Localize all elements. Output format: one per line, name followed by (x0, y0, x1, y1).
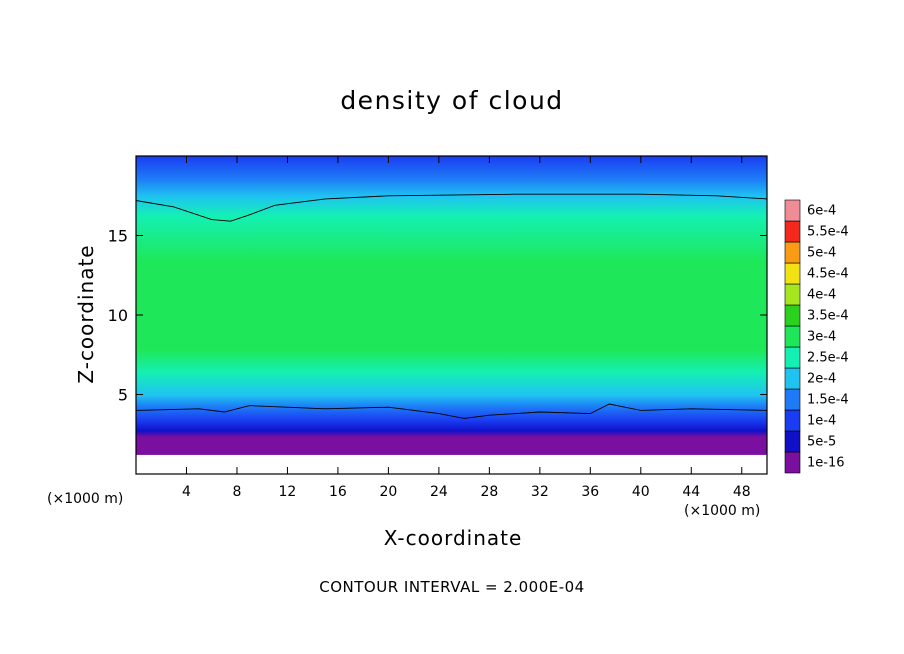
x-tick-label: 16 (329, 484, 347, 500)
colorbar-swatch (784, 409, 801, 432)
x-tick-label: 44 (682, 484, 700, 500)
y-tick-label: 5 (118, 386, 128, 405)
y-tick-label: 15 (108, 227, 128, 246)
x-tick-label: 20 (379, 484, 397, 500)
colorbar-swatch (784, 388, 801, 411)
x-tick-label: 24 (430, 484, 448, 500)
density-gradient (136, 156, 767, 455)
x-tick-label: 36 (581, 484, 599, 500)
colorbar-swatch (784, 199, 801, 222)
colorbar-swatch (784, 220, 801, 243)
y-tick-label: 10 (108, 306, 128, 325)
colorbar: 1e-16 5e-5 1e-4 1.5e-4 2e-4 2.5e-4 3e-4 3.5e-4 4… (784, 199, 849, 474)
colorbar-swatch (784, 283, 801, 306)
contour-lower (135, 403, 768, 419)
colorbar-label: 6e-4 (807, 204, 836, 219)
x-tick-label: 12 (279, 484, 297, 500)
chart-title: density of cloud (340, 86, 564, 115)
colorbar-label: 3.5e-4 (807, 309, 849, 324)
x-tick-label: 28 (480, 484, 498, 500)
colorbar-swatch (784, 346, 801, 369)
colorbar-label: 2.5e-4 (807, 351, 849, 366)
y-axis: 5 10 15 (108, 227, 767, 405)
colorbar-swatch (784, 262, 801, 285)
x-tick-label: 40 (632, 484, 650, 500)
x-axis-label: X-coordinate (383, 526, 523, 550)
colorbar-swatch (784, 304, 801, 327)
y-axis-label-text: Z-coordinate (74, 244, 98, 384)
colorbar-label: 1e-4 (807, 414, 836, 429)
x-tick-label: 4 (182, 484, 191, 500)
contour-lines (135, 193, 768, 419)
colorbar-label: 5e-4 (807, 246, 836, 261)
colorbar-label: 2e-4 (807, 372, 836, 387)
x-axis: 4 8 12 16 20 24 28 32 36 40 44 48 (182, 156, 751, 500)
contour-interval-note: CONTOUR INTERVAL = 2.000E-04 (319, 578, 585, 596)
colorbar-label: 4e-4 (807, 288, 836, 303)
colorbar-swatch (784, 430, 801, 453)
colorbar-label: 1e-16 (807, 456, 845, 471)
x-tick-label: 8 (232, 484, 241, 500)
colorbar-swatch (784, 241, 801, 264)
colorbar-swatch (784, 367, 801, 390)
colorbar-label: 1.5e-4 (807, 393, 849, 408)
colorbar-label: 4.5e-4 (807, 267, 849, 282)
x-unit-label: (×1000 m) (684, 503, 761, 519)
colorbar-label: 5e-5 (807, 435, 836, 450)
x-tick-label: 32 (531, 484, 549, 500)
colorbar-label: 5.5e-4 (807, 225, 849, 240)
x-tick-label: 48 (733, 484, 751, 500)
colorbar-swatch (784, 451, 801, 474)
colorbar-label: 3e-4 (807, 330, 836, 345)
colorbar-swatch (784, 325, 801, 348)
density-field (136, 156, 767, 474)
contour-upper (135, 193, 768, 222)
z-unit-label: (×1000 m) (47, 491, 124, 507)
